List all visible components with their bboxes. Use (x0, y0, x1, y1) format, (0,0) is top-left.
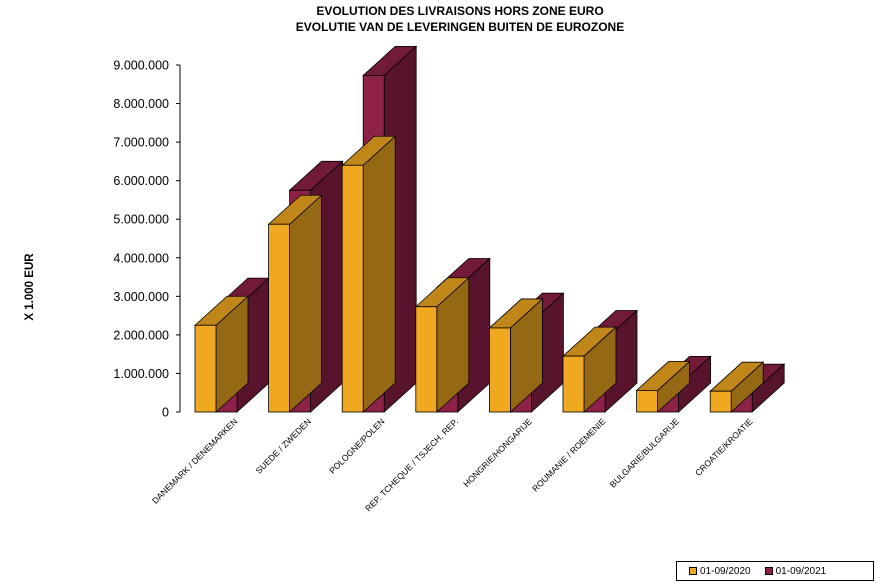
x-tick-label: HONGRIE/HONGARIJE (461, 416, 534, 489)
y-tick-label: 5.000.000 (113, 213, 169, 227)
bar-2020 (562, 355, 585, 413)
y-tick-label: 6.000.000 (113, 174, 169, 188)
y-tick-label: 9.000.000 (113, 59, 169, 73)
y-tick-label: 2.000.000 (113, 328, 169, 342)
x-tick-label: SUEDE / ZWEDEN (254, 416, 313, 475)
bar-2020 (709, 390, 732, 413)
legend-swatch-2021 (764, 567, 773, 575)
y-tick-label: 0 (162, 406, 169, 420)
y-tick-label: 4.000.000 (113, 251, 169, 265)
x-tick-label: CROATIE/KROATIE (693, 416, 755, 478)
bar-2020 (636, 390, 658, 413)
legend-label-2021: 01-09/2021 (775, 565, 827, 577)
legend-swatch-2020 (689, 567, 697, 575)
legend: 01-09/2020 01-09/2021 (676, 561, 874, 581)
y-tick-label: 8.000.000 (113, 97, 169, 111)
x-tick-label: DANEMARK / DENEMARKEN (150, 416, 239, 505)
chart-subtitle: EVOLUTIE VAN DE LEVERINGEN BUITEN DE EUR… (295, 20, 625, 34)
legend-item-2020: 01-09/2020 (689, 566, 751, 577)
legend-item-2021: 01-09/2021 (764, 565, 827, 577)
x-tick-label: POLOGNE/POLEN (327, 416, 386, 475)
bar-2020 (194, 324, 217, 413)
y-tick-label: 1.000.000 (113, 367, 169, 381)
chart-title: EVOLUTION DES LIVRAISONS HORS ZONE EURO (316, 4, 604, 18)
bar-2020 (415, 306, 438, 413)
x-tick-label: BULGARIE/BULGARIJE (608, 416, 681, 489)
bar-side-2020 (289, 194, 323, 413)
bar-2020 (488, 327, 511, 413)
bar-2020 (341, 164, 364, 413)
y-tick-label: 7.000.000 (113, 136, 169, 150)
legend-label-2020: 01-09/2020 (700, 565, 751, 577)
bar-side-2020 (362, 135, 396, 413)
x-tick-label: ROUMANIE / ROEMENIE (530, 416, 607, 493)
y-tick-label: 3.000.000 (113, 290, 169, 304)
bar-2020 (268, 223, 291, 413)
